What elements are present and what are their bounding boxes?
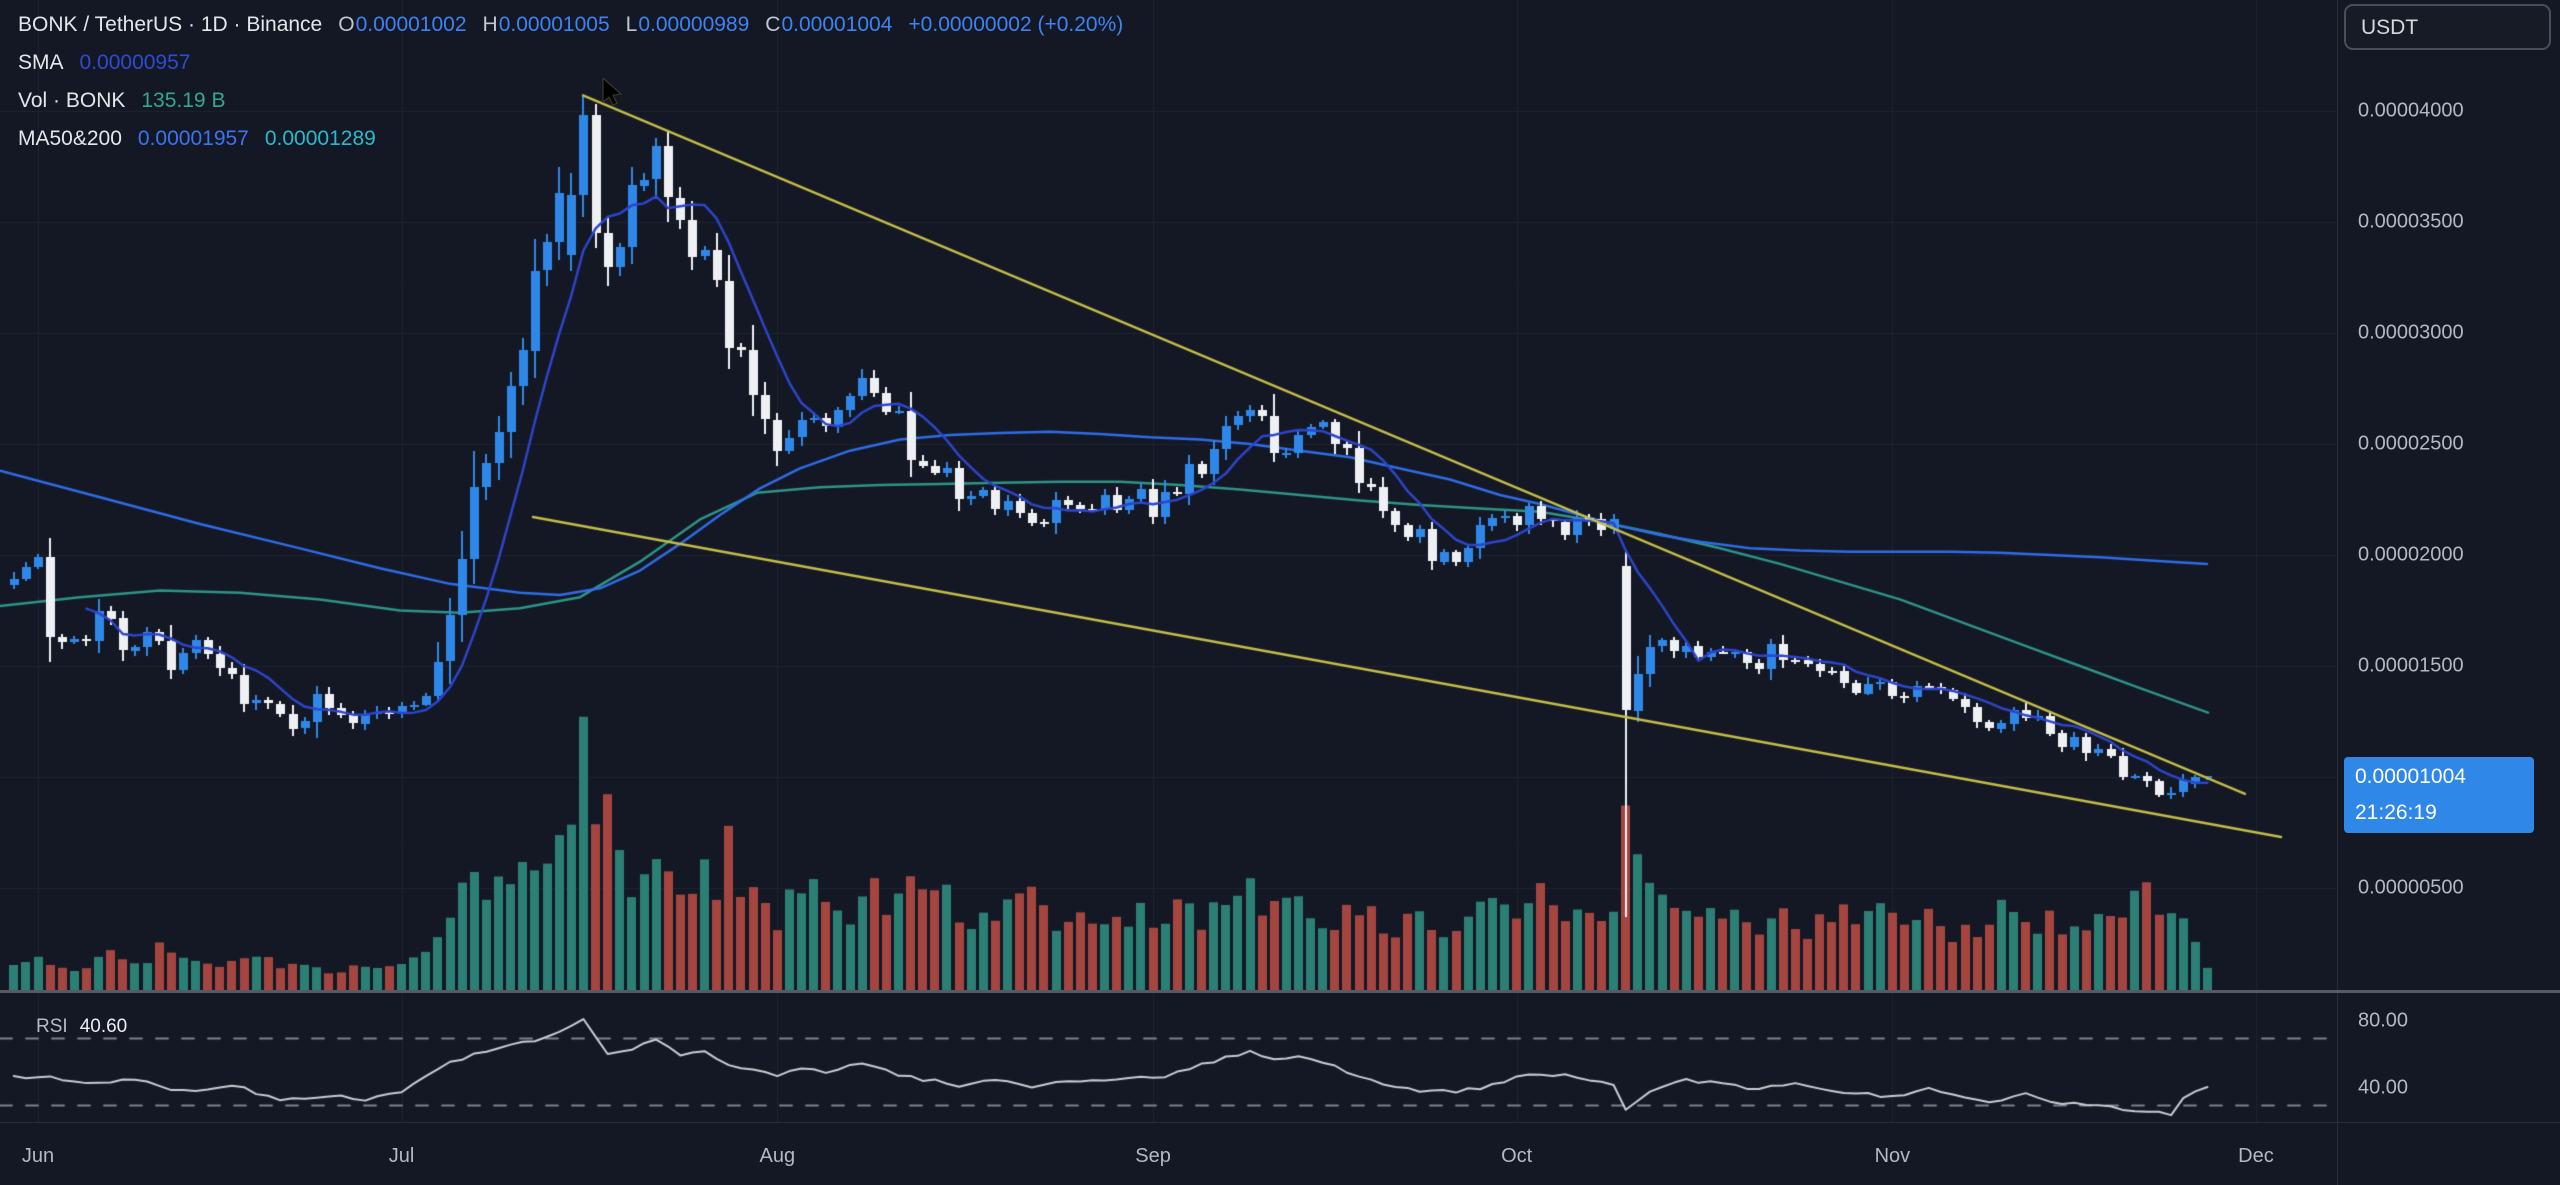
symbol-title: BONK / TetherUS · 1D · Binance bbox=[18, 13, 323, 36]
bar-countdown: 21:26:19 bbox=[2355, 801, 2437, 824]
volume-indicator-row[interactable]: Vol · BONK 135.19 B bbox=[18, 82, 1123, 120]
rsi-tick-80.00: 80.00 bbox=[2358, 1009, 2409, 1032]
price-tick-0.00003500: 0.00003500 bbox=[2358, 210, 2464, 233]
rsi-indicator-row[interactable]: RSI 40.60 bbox=[36, 1016, 127, 1038]
sma-label: SMA bbox=[18, 51, 64, 74]
close-value: C 0.00001004 bbox=[765, 13, 893, 36]
month-label-dec: Dec bbox=[2238, 1145, 2274, 1167]
rsi-tick-40.00: 40.00 bbox=[2358, 1076, 2409, 1099]
last-price-flag[interactable]: 0.00001004 21:26:19 bbox=[2344, 757, 2534, 833]
price-tick-0.00001500: 0.00001500 bbox=[2358, 654, 2464, 677]
ma-indicator-row[interactable]: MA50&200 0.00001957 0.00001289 bbox=[18, 120, 1123, 158]
sma-value: 0.00000957 bbox=[79, 51, 191, 74]
price-tick-0.00004000: 0.00004000 bbox=[2358, 99, 2464, 122]
price-tick-0.00003000: 0.00003000 bbox=[2358, 321, 2464, 344]
rsi-value: 40.60 bbox=[79, 1016, 128, 1037]
ma200-value: 0.00001289 bbox=[264, 127, 376, 150]
volume-label: Vol · BONK bbox=[18, 89, 126, 112]
mouse-cursor-icon bbox=[601, 76, 627, 107]
price-tick-0.00002500: 0.00002500 bbox=[2358, 432, 2464, 455]
ma50-value: 0.00001957 bbox=[137, 127, 249, 150]
high-value: H 0.00001005 bbox=[482, 13, 610, 36]
rsi-label: RSI bbox=[36, 1016, 68, 1037]
volume-value: 135.19 B bbox=[141, 89, 226, 112]
month-label-sep: Sep bbox=[1135, 1145, 1171, 1167]
month-label-nov: Nov bbox=[1874, 1145, 1911, 1167]
pane-separator[interactable] bbox=[0, 990, 2560, 993]
time-axis-border bbox=[0, 1122, 2560, 1123]
price-tick-0.00002000: 0.00002000 bbox=[2358, 543, 2464, 566]
time-axis[interactable]: Jun Jul Aug Sep Oct Nov Dec bbox=[0, 1123, 2337, 1185]
price-axis[interactable]: USDT 0.00004000 0.00003500 0.00003000 0.000… bbox=[2337, 0, 2560, 1185]
chart-legend: BONK / TetherUS · 1D · Binance O 0.000010… bbox=[18, 6, 1123, 158]
sma-indicator-row[interactable]: SMA 0.00000957 bbox=[18, 44, 1123, 82]
month-label-jun: Jun bbox=[21, 1145, 55, 1167]
currency-usdt-button[interactable]: USDT bbox=[2344, 4, 2551, 50]
last-price-value: 0.00001004 bbox=[2355, 765, 2466, 788]
open-value: O 0.00001002 bbox=[338, 13, 467, 36]
symbol-row[interactable]: BONK / TetherUS · 1D · Binance O 0.000010… bbox=[18, 6, 1123, 44]
month-label-oct: Oct bbox=[1501, 1145, 1533, 1167]
low-value: L 0.00000989 bbox=[625, 13, 750, 36]
change-value: +0.00000002 (+0.20%) bbox=[908, 13, 1124, 36]
ma-label: MA50&200 bbox=[18, 127, 122, 150]
month-label-aug: Aug bbox=[759, 1145, 796, 1167]
price-tick-0.00000500: 0.00000500 bbox=[2358, 876, 2464, 899]
month-label-jul: Jul bbox=[388, 1145, 415, 1167]
